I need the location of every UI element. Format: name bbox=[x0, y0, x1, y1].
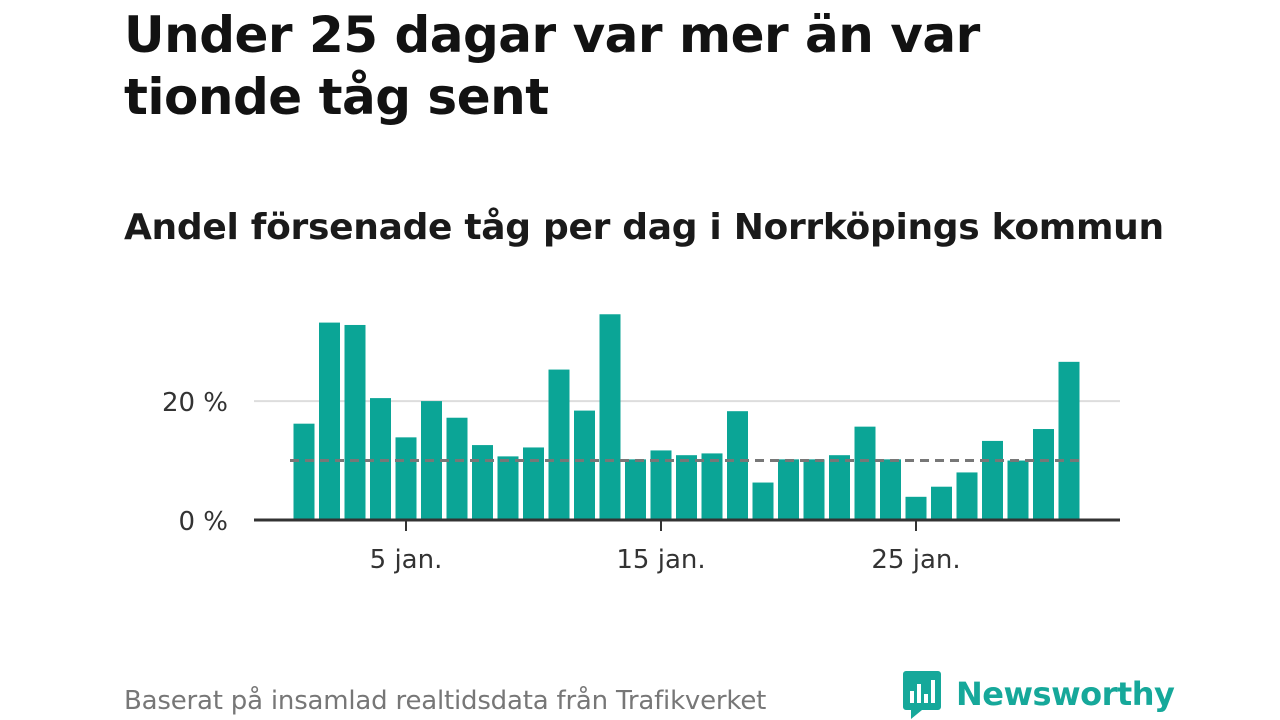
brand-name: Newsworthy bbox=[956, 675, 1175, 713]
bar bbox=[752, 482, 774, 520]
newsworthy-icon bbox=[903, 671, 941, 719]
axis-layer: 0 % 20 % 5 jan. 15 jan. 25 jan. bbox=[162, 388, 1120, 575]
bar bbox=[727, 411, 748, 520]
bar bbox=[854, 426, 876, 520]
x-tick-label: 5 jan. bbox=[370, 545, 443, 575]
bar bbox=[599, 314, 621, 520]
y-tick-label: 0 % bbox=[178, 507, 228, 537]
bar bbox=[880, 459, 901, 520]
bar bbox=[523, 447, 544, 520]
bar bbox=[956, 472, 978, 520]
x-tick-label: 25 jan. bbox=[871, 545, 960, 575]
bar bbox=[1007, 460, 1029, 520]
bar bbox=[293, 423, 315, 520]
x-tick-label: 15 jan. bbox=[616, 545, 705, 575]
bar bbox=[676, 455, 697, 520]
bar bbox=[344, 324, 366, 520]
chart-title: Under 25 dagar var mer än var tionde tåg… bbox=[124, 6, 980, 126]
bar bbox=[1058, 361, 1080, 520]
source-note: Baserat på insamlad realtidsdata från Tr… bbox=[124, 686, 767, 716]
bar bbox=[497, 456, 519, 520]
brand-logo: Newsworthy bbox=[902, 668, 1175, 720]
bar-chart: 0 % 20 % 5 jan. 15 jan. 25 jan. bbox=[162, 314, 1120, 575]
bar bbox=[829, 455, 850, 520]
bars-layer bbox=[293, 314, 1080, 520]
bar bbox=[905, 496, 927, 520]
bar bbox=[446, 417, 468, 520]
bar bbox=[574, 410, 595, 520]
bar bbox=[701, 453, 723, 520]
bar bbox=[625, 459, 646, 520]
y-tick-label: 20 % bbox=[162, 388, 228, 418]
bar bbox=[319, 322, 340, 520]
bar bbox=[650, 450, 672, 520]
bar bbox=[931, 486, 952, 520]
bar bbox=[778, 459, 799, 520]
bar bbox=[982, 440, 1003, 520]
bar bbox=[395, 437, 417, 520]
bar bbox=[1033, 429, 1054, 520]
bar bbox=[472, 445, 493, 520]
bar bbox=[803, 459, 825, 520]
chart-subtitle: Andel försenade tåg per dag i Norrköping… bbox=[124, 207, 1164, 248]
bar bbox=[548, 369, 570, 520]
